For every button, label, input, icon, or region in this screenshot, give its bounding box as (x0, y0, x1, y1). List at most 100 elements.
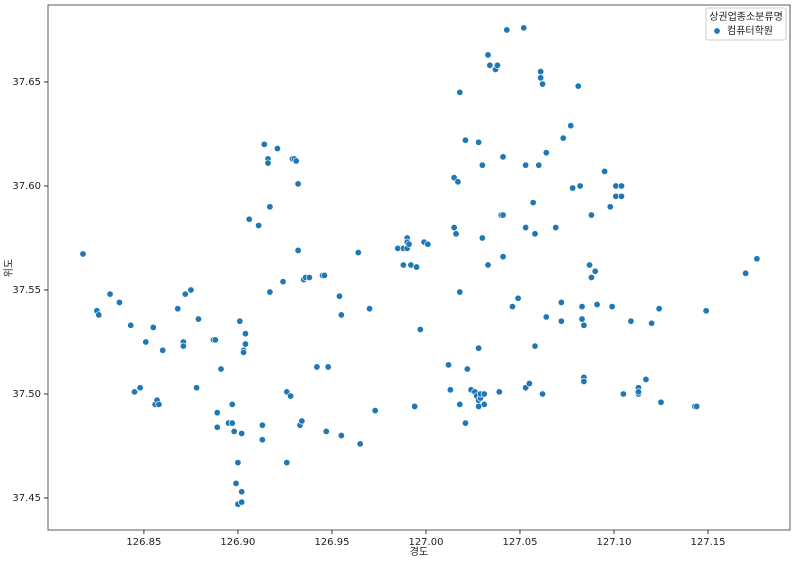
x-tick-label: 127.05 (502, 537, 537, 548)
data-point (587, 211, 595, 219)
data-point (399, 261, 407, 269)
y-axis-label: 위도 (2, 259, 15, 277)
data-point (478, 234, 486, 242)
data-point (702, 307, 710, 315)
data-point (217, 365, 225, 373)
data-point (574, 82, 582, 90)
data-point (475, 402, 483, 410)
data-point (578, 315, 586, 323)
data-point (619, 390, 627, 398)
data-point (255, 221, 263, 229)
data-point (493, 61, 501, 69)
data-point (456, 88, 464, 96)
data-point (486, 61, 494, 69)
data-point (234, 459, 242, 467)
y-tick-label: 37.60 (12, 181, 41, 192)
data-point (292, 157, 300, 165)
x-tick-label: 127.15 (691, 537, 726, 548)
data-point (211, 336, 219, 344)
data-point (279, 278, 287, 286)
data-point (657, 398, 665, 406)
data-point (264, 159, 272, 167)
data-point (587, 273, 595, 281)
data-point (95, 311, 103, 319)
y-tick-label: 37.45 (12, 493, 41, 504)
legend-marker (713, 27, 721, 35)
data-point (181, 290, 189, 298)
data-point (313, 363, 321, 371)
x-tick-label: 126.90 (220, 537, 255, 548)
data-point (136, 384, 144, 392)
data-point (258, 436, 266, 444)
data-point (569, 184, 577, 192)
data-point (260, 140, 268, 148)
y-tick-label: 37.65 (12, 77, 41, 88)
legend-label: 컴퓨터학원 (727, 25, 773, 37)
data-point (287, 392, 295, 400)
data-point (634, 388, 642, 396)
data-point (356, 440, 364, 448)
data-point (742, 269, 750, 277)
data-point (230, 427, 238, 435)
data-point (503, 26, 511, 34)
data-point (305, 273, 313, 281)
data-point (450, 224, 458, 232)
data-point (557, 298, 565, 306)
data-point (155, 400, 163, 408)
data-point (508, 303, 516, 311)
data-point (413, 263, 421, 271)
data-point (648, 319, 656, 327)
data-point (115, 298, 123, 306)
data-point (337, 432, 345, 440)
data-point (454, 178, 462, 186)
data-point (324, 363, 332, 371)
data-point (411, 402, 419, 410)
data-point (484, 51, 492, 59)
x-axis-label: 경도 (410, 545, 428, 558)
data-point (618, 192, 626, 200)
legend-title: 상권업종소분류명 (709, 10, 783, 23)
data-point (542, 313, 550, 321)
data-point (499, 253, 507, 261)
data-point (241, 330, 249, 338)
data-point (456, 288, 464, 296)
data-point (456, 400, 464, 408)
y-tick-label: 37.55 (12, 285, 41, 296)
data-point (478, 161, 486, 169)
data-point (371, 407, 379, 415)
data-point (294, 246, 302, 254)
data-point (452, 230, 460, 238)
data-point (273, 145, 281, 153)
data-point (236, 317, 244, 325)
data-point (298, 417, 306, 425)
data-point (499, 153, 507, 161)
data-point (320, 271, 328, 279)
data-point (537, 74, 545, 82)
data-point (559, 134, 567, 142)
data-point (642, 375, 650, 383)
data-point (337, 311, 345, 319)
data-point (520, 24, 528, 32)
data-point (537, 68, 545, 76)
data-point (213, 409, 221, 417)
data-point (228, 400, 236, 408)
data-point (238, 488, 246, 496)
x-tick-label: 127.10 (596, 537, 631, 548)
data-point (461, 136, 469, 144)
data-point (539, 80, 547, 88)
data-point (522, 161, 530, 169)
data-point (608, 303, 616, 311)
data-point (445, 361, 453, 369)
data-point (245, 215, 253, 223)
data-point (266, 203, 274, 211)
data-point (228, 419, 236, 427)
data-point (475, 138, 483, 146)
data-point (480, 390, 488, 398)
data-point (405, 240, 413, 248)
data-point (618, 182, 626, 190)
data-point (241, 340, 249, 348)
data-point (475, 344, 483, 352)
data-point (238, 429, 246, 437)
data-point (567, 122, 575, 130)
